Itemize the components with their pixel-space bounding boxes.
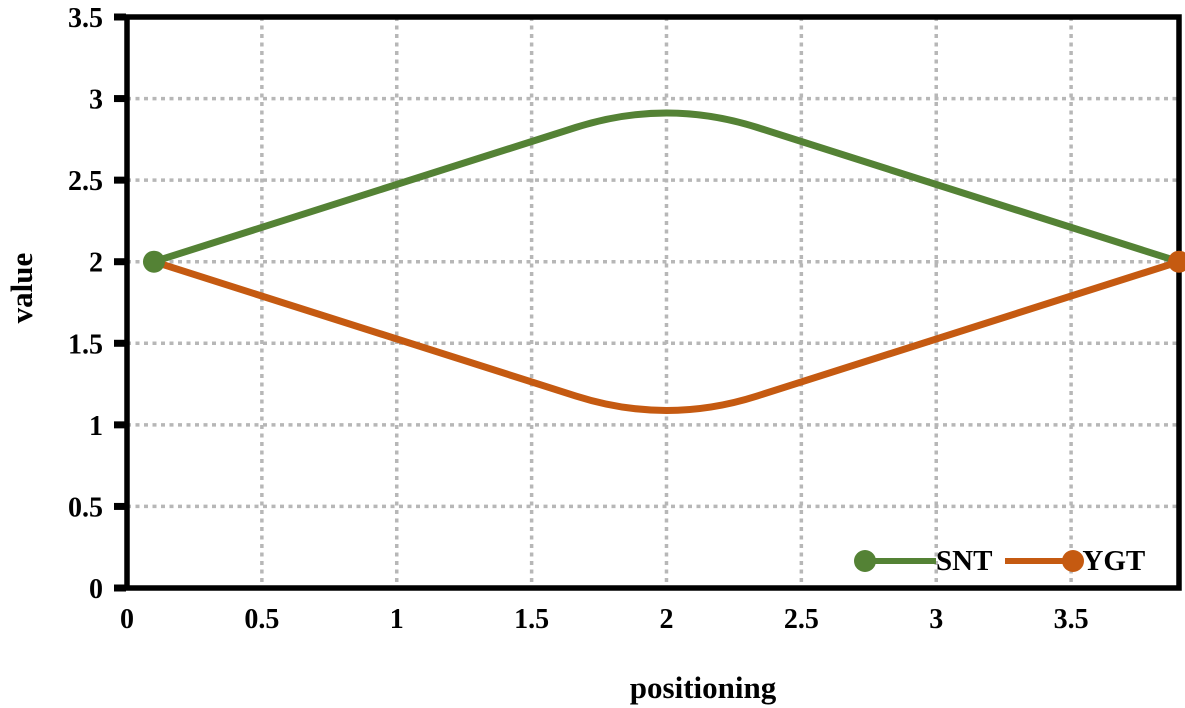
y-axis-title: value (4, 252, 39, 324)
x-tick-label: 1.5 (514, 604, 549, 635)
y-tick-label: 2 (89, 248, 103, 279)
ygt-marker-icon (1062, 550, 1085, 572)
legend-label-ygt: YGT (1082, 545, 1146, 577)
series-marker-ygt (1168, 250, 1185, 273)
x-tick-label: 1 (390, 604, 404, 635)
x-tick-label: 2 (659, 604, 673, 635)
x-tick-label: 3 (929, 604, 943, 635)
y-tick-label: 2.5 (68, 166, 103, 197)
x-axis-title: positioning (629, 670, 777, 705)
ygt-line-sample (1005, 549, 1085, 573)
y-tick-label: 3.5 (68, 3, 103, 34)
y-tick-label: 1.5 (68, 329, 103, 360)
snt-line-swatch (855, 558, 936, 564)
ygt-line-swatch (1005, 558, 1083, 564)
legend: SNT YGT (854, 545, 1146, 577)
plot-border (124, 14, 1182, 591)
y-tick-label: 1 (89, 411, 103, 442)
y-tick-label: 3 (89, 85, 103, 116)
snt-line-sample (854, 549, 936, 573)
series-line-ygt (150, 258, 1183, 414)
x-tick-label: 0.5 (244, 604, 279, 635)
legend-label-snt: SNT (936, 545, 993, 577)
x-tick-label: 0 (120, 604, 134, 635)
y-tick-label: 0 (89, 574, 103, 605)
snt-marker-icon (854, 550, 876, 572)
legend-item-snt: SNT (854, 545, 993, 577)
x-tick-label: 2.5 (784, 604, 819, 635)
series-line-snt (150, 109, 1183, 266)
legend-item-ygt: YGT (1005, 545, 1146, 577)
x-tick-label: 3.5 (1054, 604, 1089, 635)
series-marker-snt (142, 250, 165, 273)
y-tick-label: 0.5 (68, 492, 103, 523)
